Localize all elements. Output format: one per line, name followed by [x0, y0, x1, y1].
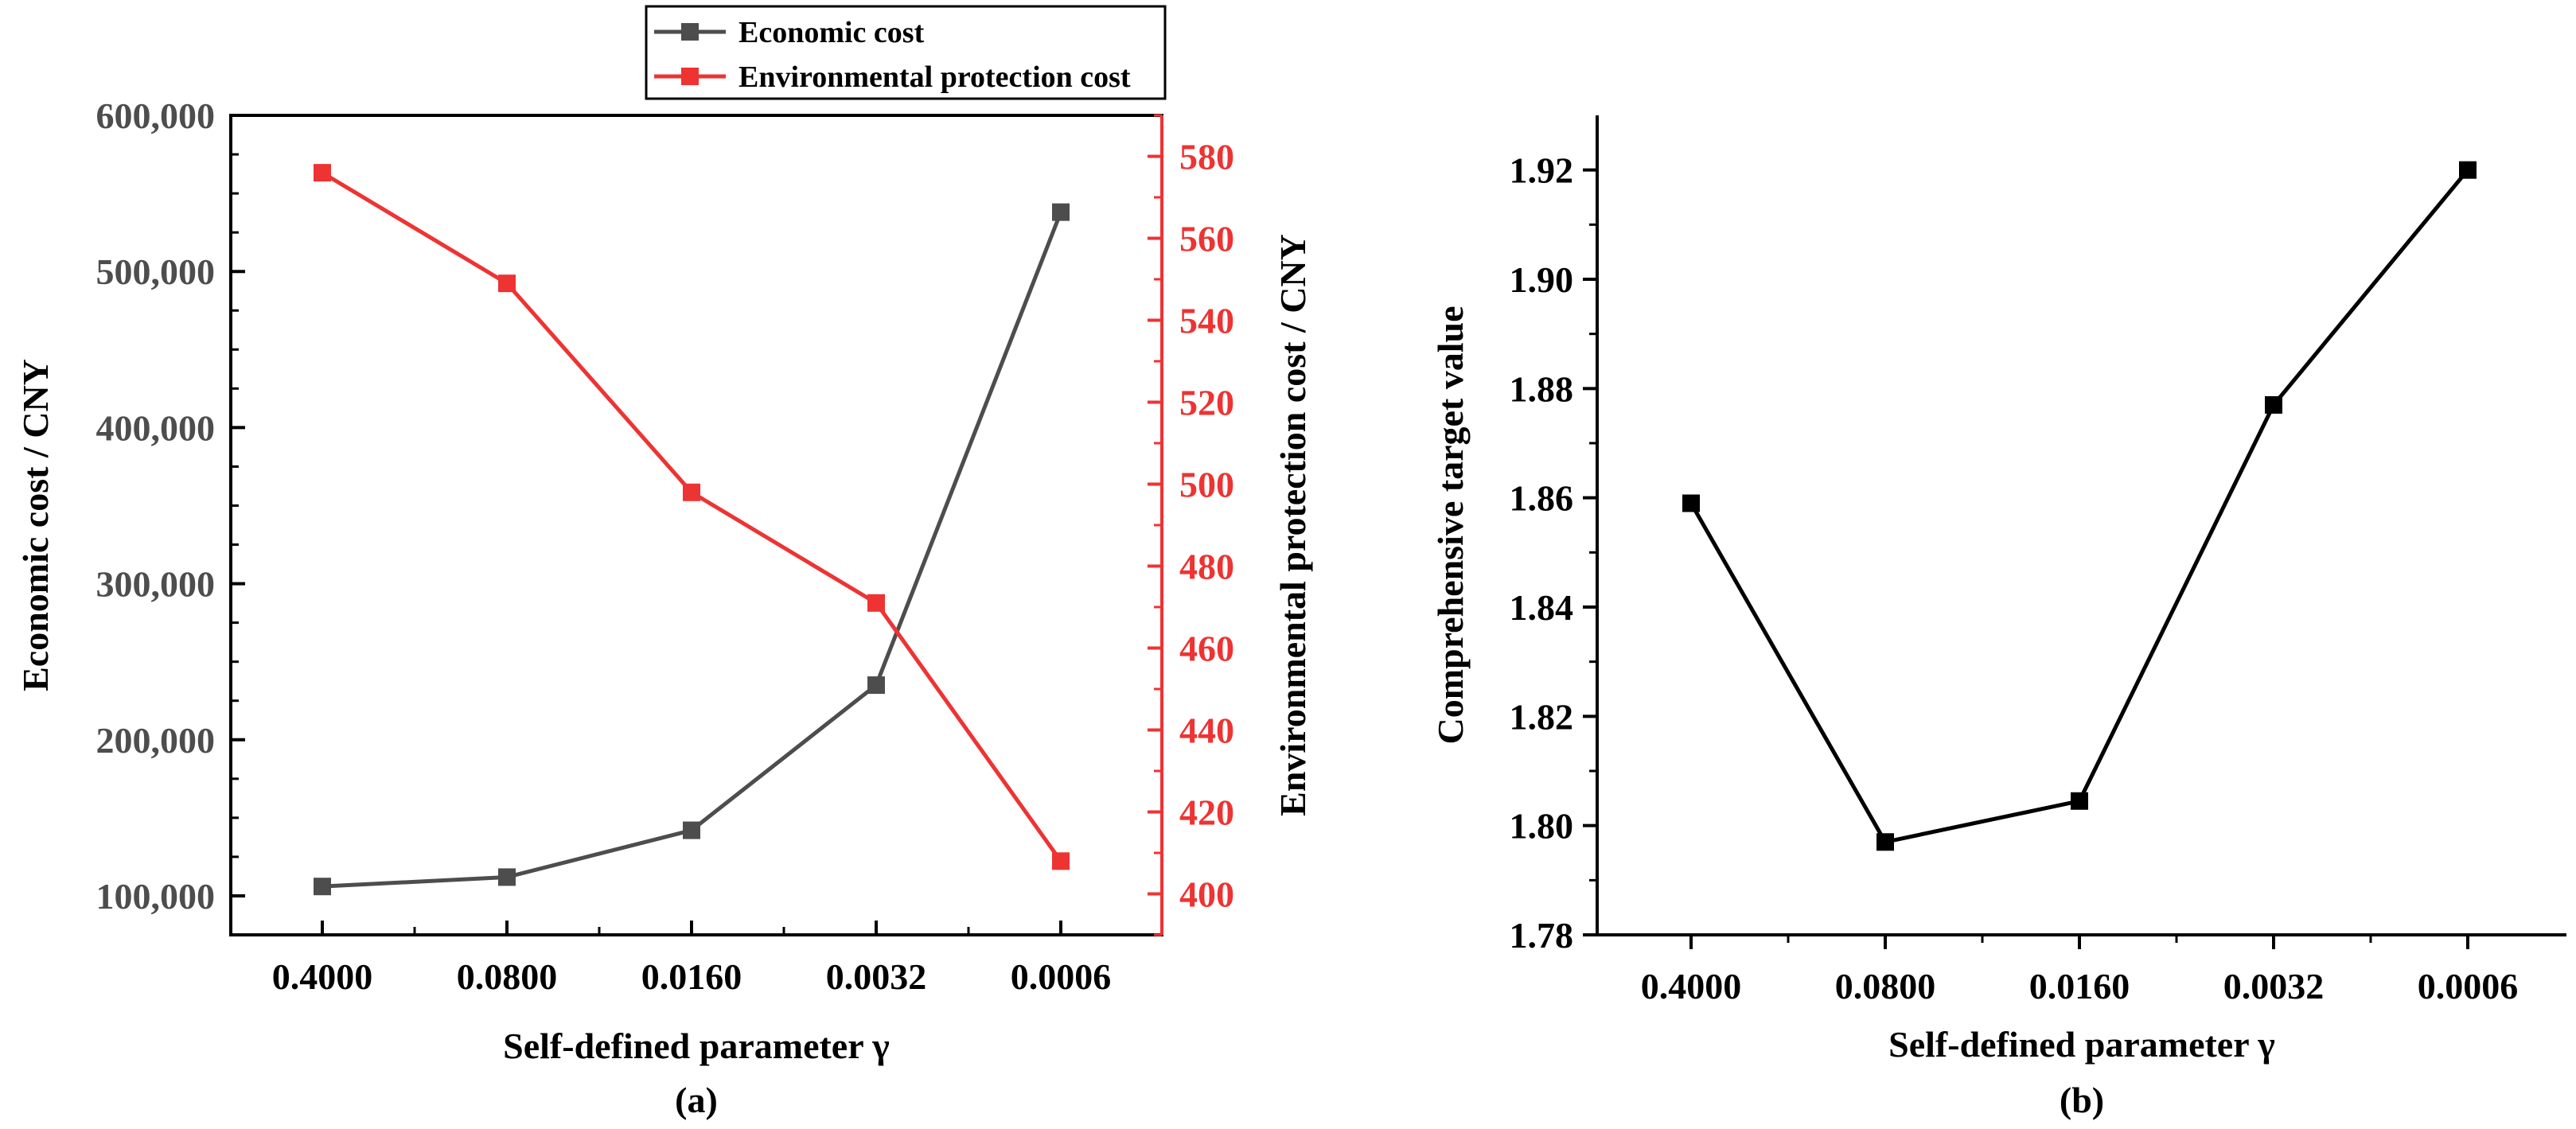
series-environmental-point-1 — [498, 274, 516, 293]
y-axis-title-b: Comprehensive target value — [1430, 306, 1471, 744]
y-tick-label-b: 1.80 — [1510, 806, 1574, 847]
y-tick-label-a: 600,000 — [96, 95, 216, 136]
x-tick-label-a: 0.0800 — [457, 956, 558, 997]
y-tick-label-b: 1.86 — [1510, 478, 1574, 519]
x-tick-label-a: 0.0160 — [641, 956, 742, 997]
series-comprehensive-point-3 — [2265, 395, 2282, 414]
x-tick-label-b: 0.0006 — [2418, 966, 2519, 1006]
x-tick-label-b: 0.0800 — [1835, 966, 1936, 1006]
series-economic-line — [322, 211, 1063, 889]
y-tick-label-b: 1.90 — [1510, 259, 1574, 300]
panel-label-a: (a) — [675, 1080, 718, 1120]
legend-label-economic: Economic cost — [739, 16, 925, 49]
x-tick-label-b: 0.0032 — [2223, 966, 2325, 1006]
series-environmental-point-3 — [867, 594, 885, 612]
x-tick-label-a: 0.0006 — [1011, 956, 1112, 997]
y2-tick-label-a: 420 — [1179, 792, 1234, 833]
y2-tick-label-a: 400 — [1179, 874, 1234, 915]
panel-label-b: (b) — [2060, 1080, 2104, 1120]
series-environmental-line — [321, 170, 1063, 862]
y-tick-label-b: 1.92 — [1510, 150, 1574, 191]
y-axis-title-a: Economic cost / CNY — [15, 359, 56, 691]
legend-a: Economic cost Environmental protection co… — [645, 5, 1167, 100]
series-comprehensive-point-1 — [1876, 833, 1894, 851]
x-tick-label-b: 0.4000 — [1641, 966, 1742, 1006]
y-tick-label-b: 1.82 — [1510, 696, 1574, 737]
plot-frame-a — [229, 114, 1163, 936]
y2-tick-label-a: 540 — [1179, 301, 1234, 341]
legend-marker-environmental — [681, 68, 699, 85]
y-tick-label-b: 1.88 — [1510, 368, 1574, 409]
x-tick-label-a: 0.4000 — [272, 956, 373, 997]
y-tick-label-a: 200,000 — [96, 720, 216, 761]
y2-tick-label-a: 520 — [1179, 383, 1234, 423]
y-tick-label-a: 100,000 — [96, 876, 216, 917]
series-economic-point-1 — [498, 868, 516, 886]
series-economic-point-2 — [683, 821, 700, 839]
y2-tick-label-a: 460 — [1179, 629, 1234, 669]
y2-tick-label-a: 560 — [1179, 219, 1234, 259]
y2-tick-label-a: 440 — [1179, 710, 1234, 751]
y2-tick-label-a: 580 — [1179, 137, 1234, 177]
series-economic-point-0 — [314, 878, 331, 896]
legend-box — [645, 5, 1167, 100]
x-axis-title-b: Self-defined parameter γ — [1888, 1024, 2275, 1065]
series-economic-point-3 — [867, 676, 885, 695]
y-tick-label-a: 400,000 — [96, 407, 216, 448]
y-tick-label-b: 1.78 — [1510, 915, 1574, 956]
x-tick-label-a: 0.0032 — [826, 956, 927, 997]
legend-label-environmental: Environmental protection cost — [739, 60, 1131, 94]
y-tick-label-b: 1.84 — [1510, 587, 1574, 628]
y2-tick-label-a: 500 — [1179, 465, 1234, 505]
series-comprehensive-point-4 — [2459, 161, 2477, 179]
y2-tick-label-a: 480 — [1179, 547, 1234, 587]
series-comprehensive-point-2 — [2071, 792, 2088, 810]
y-tick-label-a: 500,000 — [96, 251, 216, 292]
x-tick-label-b: 0.0160 — [2029, 966, 2130, 1006]
series-comprehensive-line — [1689, 169, 2469, 845]
series-economic-point-4 — [1052, 203, 1070, 221]
y-tick-label-a: 300,000 — [96, 564, 216, 605]
chart-panel-b: 1.78 1.80 1.82 1.84 1.86 1.88 1.90 1.92 0.4000 0.… — [1430, 115, 2566, 1120]
series-environmental-point-4 — [1052, 852, 1070, 870]
series-environmental-point-0 — [314, 164, 331, 182]
x-axis-title-a: Self-defined parameter γ — [503, 1026, 890, 1066]
legend-marker-economic — [681, 23, 699, 41]
series-comprehensive-point-0 — [1682, 494, 1700, 512]
series-environmental-point-2 — [683, 483, 700, 501]
chart-panel-a: 100,000 200,000 300,000 400,000 500,000 600,0… — [15, 5, 1313, 1120]
y2-axis-title-a: Environmental protection cost / CNY — [1272, 234, 1313, 816]
